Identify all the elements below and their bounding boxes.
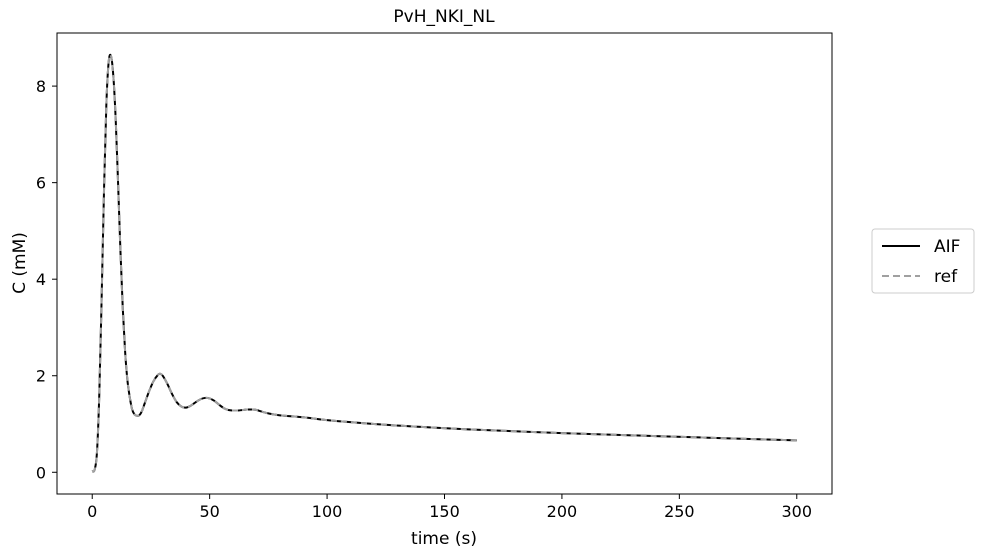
legend: AIF ref xyxy=(871,228,975,294)
x-tick-label: 200 xyxy=(547,502,578,521)
x-tick-label: 150 xyxy=(429,502,460,521)
x-tick-label: 100 xyxy=(312,502,343,521)
x-axis-label: time (s) xyxy=(411,529,477,549)
y-tick-label: 0 xyxy=(36,463,46,482)
y-tick-label: 8 xyxy=(36,77,46,96)
plot-area xyxy=(91,53,797,473)
x-tick-label: 50 xyxy=(199,502,219,521)
y-axis-label: C (mM) xyxy=(10,232,30,294)
x-axis: 0 50 100 150 200 250 300 xyxy=(87,494,812,521)
y-tick-label: 4 xyxy=(36,270,46,289)
chart-title: PvH_NKI_NL xyxy=(393,7,495,27)
y-axis: 0 2 4 6 8 xyxy=(36,77,57,482)
plot-frame xyxy=(56,32,833,495)
y-tick-label: 2 xyxy=(36,367,46,386)
legend-label-ref: ref xyxy=(934,267,958,287)
x-tick-label: 250 xyxy=(664,502,695,521)
x-tick-label: 0 xyxy=(87,502,97,521)
series-line-aif xyxy=(91,53,797,473)
x-tick-label: 300 xyxy=(781,502,812,521)
legend-label-aif: AIF xyxy=(934,237,960,257)
y-tick-label: 6 xyxy=(36,174,46,193)
series-line-ref xyxy=(91,53,797,473)
